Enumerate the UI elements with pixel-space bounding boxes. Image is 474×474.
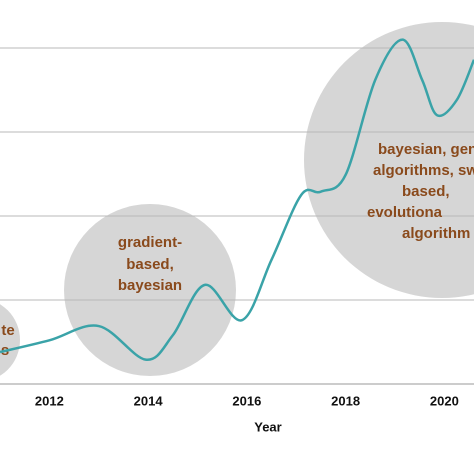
x-tick-label: 2014 <box>134 393 164 408</box>
annotation-text: based, <box>402 183 450 200</box>
annotation-text: te <box>1 322 14 339</box>
data-line <box>0 38 474 361</box>
x-tick-label: 2016 <box>232 393 261 408</box>
annotation-text: bayesian <box>118 277 182 294</box>
annotation-text: based, <box>126 256 174 273</box>
annotation-text: algorithm <box>402 225 470 242</box>
annotation-bubble <box>304 22 474 298</box>
x-tick-label: 2020 <box>430 393 459 408</box>
x-tick-label: 2012 <box>35 393 64 408</box>
annotation-text: evolutiona <box>367 204 443 221</box>
x-tick-label: 2018 <box>331 393 360 408</box>
bubbles <box>0 22 474 376</box>
annotation-text: bayesian, gen <box>378 141 474 158</box>
annotation-text: gradient- <box>118 234 182 251</box>
annotation-bubble <box>64 204 236 376</box>
annotation-text: algorithms, sw <box>373 162 474 179</box>
x-axis-label: Year <box>254 419 281 434</box>
annotation-bubble <box>0 304 20 376</box>
